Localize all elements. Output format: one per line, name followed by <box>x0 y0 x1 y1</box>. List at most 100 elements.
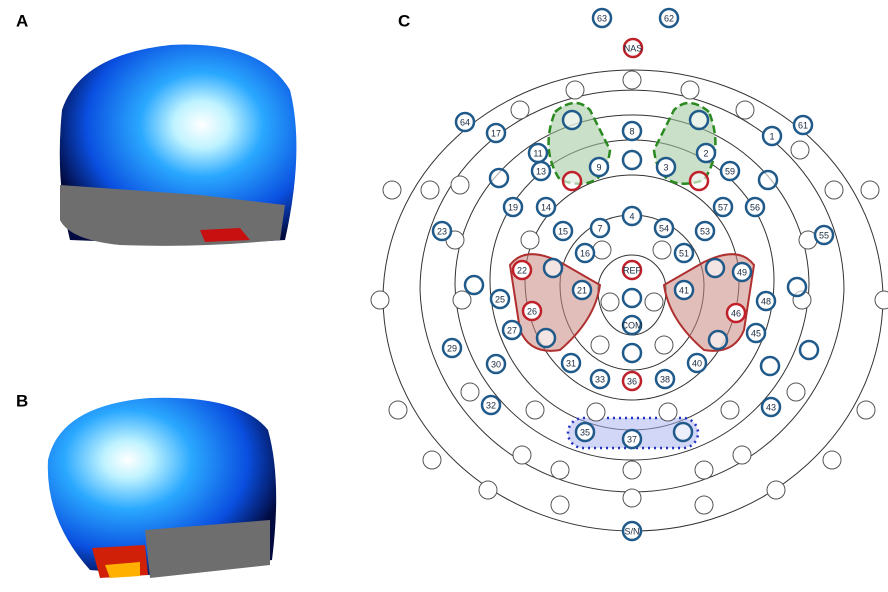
electrode-label: 4 <box>629 211 634 221</box>
electrode-label: 9 <box>596 162 601 172</box>
empty-site <box>383 181 401 199</box>
empty-site <box>623 461 641 479</box>
electrode-label: 13 <box>536 166 546 176</box>
empty-site <box>566 81 584 99</box>
empty-site <box>423 451 441 469</box>
electrode-label: S/N <box>624 526 639 536</box>
electrode-label: 59 <box>725 166 735 176</box>
electrode-label: 43 <box>766 402 776 412</box>
empty-site <box>461 383 479 401</box>
electrode-label: 29 <box>447 343 457 353</box>
empty-site <box>453 291 471 309</box>
electrode-label: 41 <box>679 285 689 295</box>
electrode-label: 51 <box>679 248 689 258</box>
electrode-label: 11 <box>533 148 542 158</box>
electrode-label: 63 <box>597 13 607 23</box>
empty-site <box>451 176 469 194</box>
electrode <box>709 331 727 349</box>
empty-site <box>511 101 529 119</box>
empty-site <box>861 181 879 199</box>
panel-label: A <box>16 11 28 30</box>
electrode <box>623 151 641 169</box>
electrode <box>706 259 724 277</box>
empty-site <box>791 141 809 159</box>
empty-site <box>551 496 569 514</box>
empty-site <box>623 489 641 507</box>
electrode-label: 48 <box>761 296 771 306</box>
electrode-label: 45 <box>751 328 761 338</box>
empty-site <box>767 481 785 499</box>
electrode-label: 2 <box>703 148 708 158</box>
electrode <box>465 276 483 294</box>
empty-site <box>733 446 751 464</box>
head-b <box>48 398 276 578</box>
electrode-label: 23 <box>437 226 447 236</box>
electrode-label: 16 <box>580 248 590 258</box>
electrode-label: 26 <box>527 306 537 316</box>
electrode <box>490 169 508 187</box>
electrode-label: 62 <box>664 13 674 23</box>
electrode-label: 19 <box>508 202 518 212</box>
electrode-label: 27 <box>507 325 517 335</box>
electrode-label: 55 <box>819 230 829 240</box>
electrode-label: 56 <box>750 202 760 212</box>
empty-site <box>857 401 875 419</box>
electrode <box>690 111 708 129</box>
electrode <box>674 423 692 441</box>
electrode <box>759 171 777 189</box>
empty-site <box>591 336 609 354</box>
empty-site <box>371 291 389 309</box>
empty-site <box>681 81 699 99</box>
empty-site <box>695 496 713 514</box>
electrode-label: 61 <box>798 120 808 130</box>
figure: A B C 6362NAS641781611193213591914575623… <box>0 0 888 587</box>
empty-site <box>601 293 619 311</box>
empty-site <box>593 241 611 259</box>
electrode-label: 40 <box>692 358 702 368</box>
head-a <box>60 45 297 246</box>
electrode-label: 25 <box>495 294 505 304</box>
empty-site <box>551 461 569 479</box>
electrode-label: 3 <box>663 162 668 172</box>
electrode-label: 31 <box>566 358 576 368</box>
empty-site <box>655 336 673 354</box>
electrode-label: 1 <box>769 131 774 141</box>
electrode-label: 38 <box>660 374 670 384</box>
electrode-label: 17 <box>491 128 501 138</box>
empty-site <box>721 401 739 419</box>
electrode-label: 36 <box>627 376 637 386</box>
empty-site <box>787 383 805 401</box>
electrode <box>623 344 641 362</box>
electrode <box>563 172 581 190</box>
empty-site <box>695 461 713 479</box>
electrode-label: 49 <box>737 267 747 277</box>
empty-site <box>389 401 407 419</box>
electrode-label: 46 <box>731 308 741 318</box>
empty-site <box>659 403 677 421</box>
electrode-label: 57 <box>718 202 728 212</box>
empty-site <box>645 293 663 311</box>
electrode-label: 22 <box>517 265 527 275</box>
empty-site <box>875 291 888 309</box>
electrode-label: NAS <box>624 43 643 53</box>
electrode-label: 32 <box>486 400 496 410</box>
electrode-label: 35 <box>580 427 590 437</box>
electrode-label: 54 <box>659 223 669 233</box>
electrode-label: 7 <box>597 223 602 233</box>
electrode <box>690 172 708 190</box>
empty-site <box>526 401 544 419</box>
electrode <box>800 341 818 359</box>
electrode-label: 30 <box>491 359 501 369</box>
electrode-label: REF <box>623 265 642 275</box>
electrode <box>761 357 779 375</box>
electrode-label: 64 <box>460 117 470 127</box>
panel-label: C <box>398 11 410 30</box>
electrode <box>563 111 581 129</box>
empty-site <box>479 481 497 499</box>
electrode-label: 37 <box>627 434 637 444</box>
electrode-label: 15 <box>558 226 568 236</box>
electrode-label: 33 <box>595 374 605 384</box>
electrode-label: 14 <box>541 202 551 212</box>
electrode-label: 21 <box>577 285 587 295</box>
empty-site <box>513 446 531 464</box>
